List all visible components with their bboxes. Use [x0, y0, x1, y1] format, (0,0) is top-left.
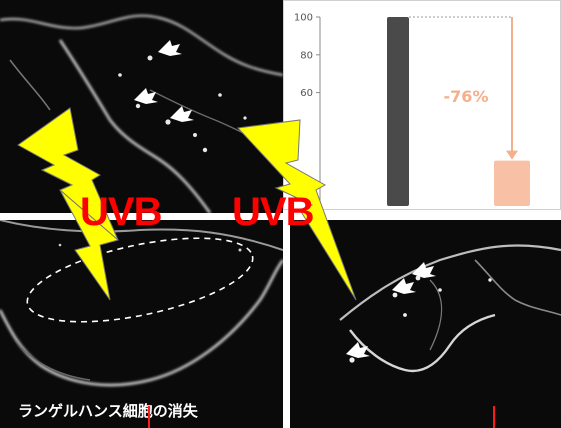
percent-change-label: -76%	[444, 87, 489, 106]
red-marker-left	[148, 406, 150, 428]
y-tick-label: 100	[294, 13, 313, 24]
red-marker-right	[493, 406, 495, 428]
caption-text: ランゲルハンス細胞の消失	[18, 402, 198, 420]
arrow-markers	[134, 40, 194, 122]
bar-chart: 60 80 100 -76%	[283, 0, 561, 210]
microscopy-image-bottom-left	[0, 220, 283, 428]
arrow-markers	[346, 262, 436, 358]
y-tick-label: 80	[300, 50, 313, 61]
bar-1	[387, 17, 409, 206]
decrease-arrow-head	[506, 150, 518, 160]
uvb-label-left: UVB	[80, 190, 162, 234]
microscopy-image-bottom-right	[290, 220, 561, 428]
y-tick-label: 60	[300, 88, 313, 99]
bar-2	[494, 160, 530, 206]
microscopy-image-top-left	[0, 0, 283, 213]
uvb-label-right: UVB	[232, 190, 314, 234]
